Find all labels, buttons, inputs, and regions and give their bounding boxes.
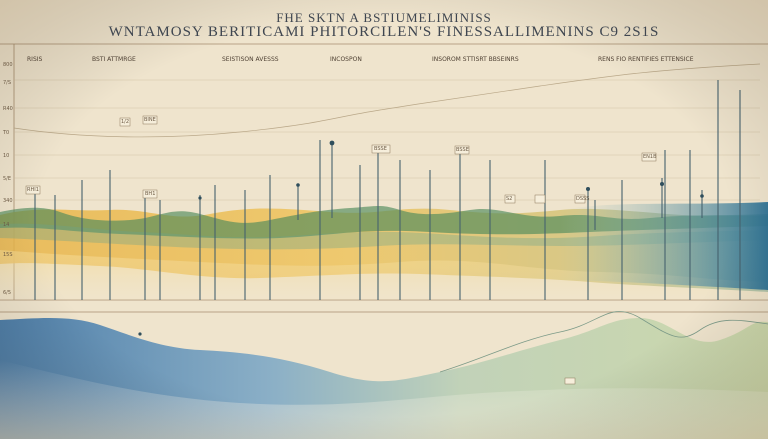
y-tick-label: 5/E xyxy=(3,176,12,182)
marker-label: BSSE xyxy=(374,146,387,152)
y-tick-label: 6/5 xyxy=(3,290,12,296)
column-head: RENS FIO RENTIFIES ETTENSICE xyxy=(598,56,694,63)
marker-label: BH1 xyxy=(145,191,156,197)
y-tick-label: 800 xyxy=(3,62,13,68)
y-tick-label: 340 xyxy=(3,198,13,204)
marker-label: DSSS xyxy=(576,196,590,202)
title-line-1: FHE SKTN A BSTIUMELIMINISS xyxy=(276,10,492,25)
marker-label: EN1B xyxy=(643,154,657,160)
marker-label: BSSE xyxy=(456,147,469,153)
y-tick-label: T0 xyxy=(3,130,10,136)
column-head: BSTI ATTMRGE xyxy=(92,56,136,63)
marker-label: BINE xyxy=(144,117,156,123)
y-tick-label: R40 xyxy=(3,106,13,112)
column-head: INSOROM STTISRT BBSEINRS xyxy=(432,56,519,63)
y-tick-label: 10 xyxy=(3,153,10,159)
y-tick-label: 7/S xyxy=(3,80,12,86)
marker-label: RHI1 xyxy=(27,187,39,193)
column-head: INCOSPON xyxy=(330,56,362,63)
column-head: RISIS xyxy=(27,56,43,63)
y-tick-label: 14 xyxy=(3,222,10,228)
marker-label: 1/2 xyxy=(121,119,130,125)
marker-label: S2 xyxy=(506,196,513,202)
column-head: SEISTISON AVESSS xyxy=(222,56,279,63)
title-line-2: WNTAMOSY BERITICAMI PHITORCILEN'S FINESS… xyxy=(108,24,660,40)
y-tick-label: 15S xyxy=(3,252,13,258)
